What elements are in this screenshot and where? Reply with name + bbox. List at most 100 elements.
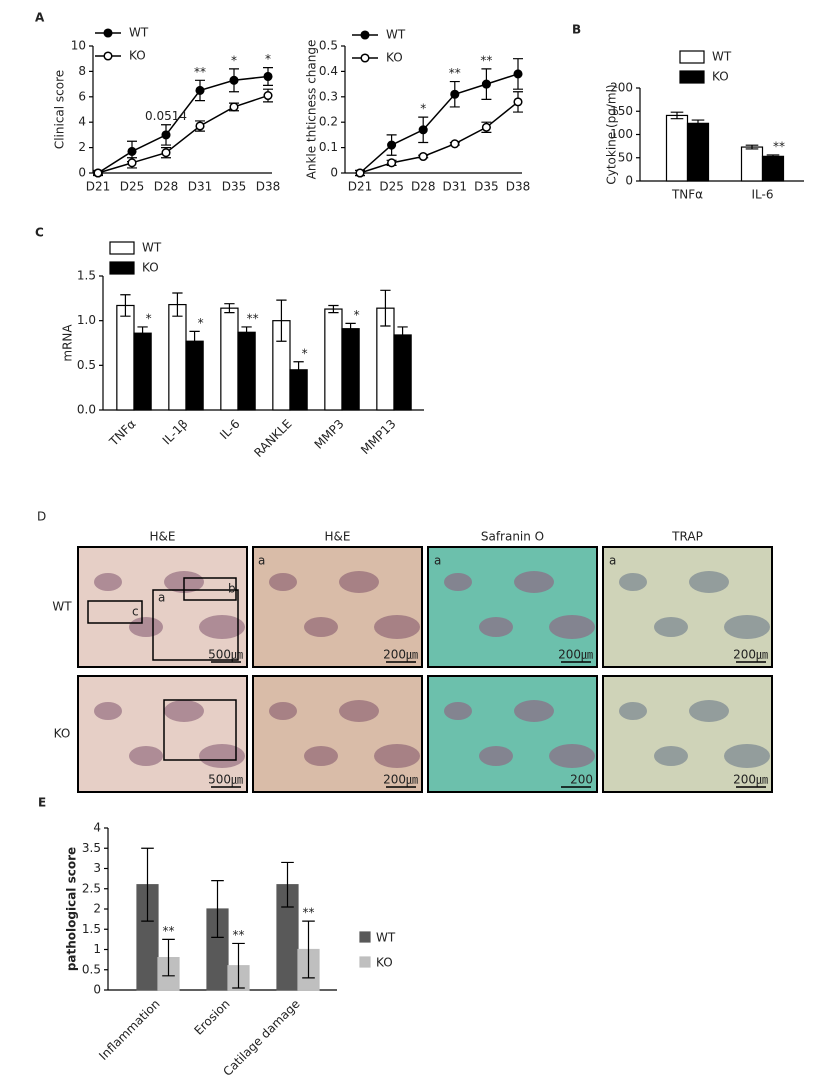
tissue-texture bbox=[479, 617, 513, 637]
y-tick-label: 6 bbox=[78, 89, 86, 103]
marker bbox=[263, 90, 273, 101]
x-tick-label: Inflammation bbox=[96, 997, 162, 1063]
y-tick-label: 8 bbox=[78, 64, 86, 78]
tissue-texture bbox=[619, 702, 647, 720]
error-bar bbox=[211, 880, 224, 938]
histology-image bbox=[427, 546, 598, 668]
x-tick-label: D31 bbox=[443, 180, 468, 194]
tissue-texture bbox=[514, 700, 554, 722]
y-axis-label: Cytokine (pg/ml) bbox=[605, 84, 619, 184]
tissue-texture bbox=[129, 746, 163, 766]
error-bar bbox=[281, 861, 294, 908]
error-bar bbox=[691, 119, 705, 128]
tissue-texture bbox=[689, 571, 729, 593]
marker bbox=[229, 102, 239, 112]
scale-bar-label: 500㎛ bbox=[208, 773, 243, 787]
error-bar bbox=[232, 942, 245, 989]
significance-label: ** bbox=[194, 65, 206, 79]
legend-marker bbox=[360, 53, 370, 63]
error-bar bbox=[670, 111, 684, 120]
legend-label: KO bbox=[712, 70, 729, 84]
legend-label: KO bbox=[129, 49, 146, 63]
error-bar bbox=[345, 322, 356, 335]
marker bbox=[387, 158, 397, 168]
inset-label: a bbox=[158, 591, 165, 605]
significance-label: ** bbox=[233, 928, 245, 942]
legend-label: WT bbox=[376, 931, 396, 945]
bar bbox=[761, 155, 785, 182]
tissue-texture bbox=[374, 615, 420, 639]
y-tick-label: 3 bbox=[93, 861, 101, 875]
legend-swatch bbox=[679, 70, 705, 84]
x-tick-label: D35 bbox=[222, 180, 247, 194]
x-tick-label: IL-1β bbox=[160, 417, 191, 448]
legend-swatch bbox=[109, 241, 135, 255]
x-tick-label: D31 bbox=[188, 180, 213, 194]
tissue-texture bbox=[304, 617, 338, 637]
error-bar bbox=[224, 303, 235, 314]
legend-label: WT bbox=[712, 50, 732, 64]
x-tick-label: D25 bbox=[379, 180, 404, 194]
marker bbox=[229, 75, 239, 85]
marker bbox=[450, 139, 460, 149]
y-tick-label: 0.5 bbox=[82, 962, 101, 976]
error-bar bbox=[293, 361, 304, 379]
scale-bar-label: 200㎛ bbox=[383, 648, 418, 662]
error-bar bbox=[172, 292, 183, 317]
y-tick-label: 50 bbox=[618, 150, 633, 164]
error-bar bbox=[162, 938, 175, 977]
error-bar bbox=[189, 330, 200, 352]
bar bbox=[168, 303, 187, 411]
x-tick-label: D38 bbox=[256, 180, 281, 194]
marker bbox=[93, 168, 103, 178]
error-bar bbox=[766, 154, 780, 159]
inset-label: a bbox=[434, 554, 441, 568]
tissue-texture bbox=[269, 702, 297, 720]
histology-image bbox=[602, 675, 773, 793]
significance-label: 0.0514 bbox=[145, 109, 187, 123]
scale-bar-label: 200㎛ bbox=[558, 648, 593, 662]
y-tick-label: 2 bbox=[93, 902, 101, 916]
significance-label: ** bbox=[773, 139, 785, 153]
error-bar bbox=[120, 294, 131, 317]
row-label: WT bbox=[52, 600, 72, 614]
significance-label: * bbox=[146, 311, 152, 325]
bar bbox=[686, 122, 710, 182]
y-tick-label: 150 bbox=[610, 104, 633, 118]
marker bbox=[161, 148, 171, 158]
x-tick-label: D28 bbox=[154, 180, 179, 194]
x-tick-label: TNFα bbox=[106, 417, 139, 450]
x-tick-label: D21 bbox=[86, 180, 111, 194]
tissue-texture bbox=[444, 702, 472, 720]
legend-marker bbox=[103, 28, 113, 38]
x-tick-label: MMP13 bbox=[358, 417, 398, 457]
error-bar bbox=[141, 847, 154, 922]
column-header: TRAP bbox=[671, 530, 703, 544]
marker bbox=[195, 85, 205, 95]
marker bbox=[263, 71, 273, 82]
x-tick-label: IL-6 bbox=[752, 188, 774, 202]
marker bbox=[513, 97, 523, 107]
y-tick-label: 0.5 bbox=[319, 39, 338, 53]
legend-label: WT bbox=[142, 241, 162, 255]
significance-label: ** bbox=[163, 924, 175, 938]
significance-label: * bbox=[420, 102, 426, 116]
scale-bar-label: 200 bbox=[570, 773, 593, 787]
panel-letter: C bbox=[35, 226, 44, 240]
legend-swatch bbox=[359, 956, 371, 968]
y-tick-label: 4 bbox=[93, 821, 101, 835]
legend-label: KO bbox=[142, 261, 159, 275]
inset-label: a bbox=[609, 554, 616, 568]
error-bar bbox=[276, 299, 287, 342]
tissue-texture bbox=[724, 615, 770, 639]
x-tick-label: RANKLE bbox=[251, 417, 294, 460]
tissue-texture bbox=[619, 573, 647, 591]
bar bbox=[324, 308, 343, 411]
error-bar bbox=[241, 326, 252, 339]
x-tick-label: Erosion bbox=[191, 997, 232, 1038]
panel-letter: E bbox=[38, 796, 46, 810]
tissue-texture bbox=[164, 700, 204, 722]
y-tick-label: 4 bbox=[78, 115, 86, 129]
tissue-texture bbox=[374, 744, 420, 768]
